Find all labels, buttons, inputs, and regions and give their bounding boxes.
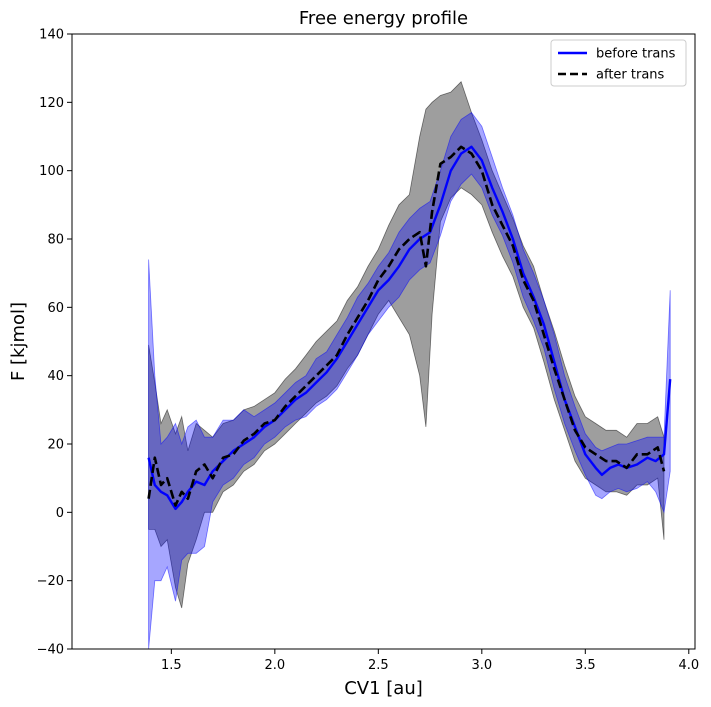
x-axis: 1.5 2.0 2.5 3.0 3.5 4.0 — [161, 649, 699, 673]
y-tick-label: −40 — [37, 643, 64, 658]
y-tick-label: 140 — [39, 28, 64, 43]
chart-title: Free energy profile — [299, 8, 468, 29]
y-tick-label: −20 — [37, 574, 64, 589]
confidence-bands — [148, 81, 671, 649]
y-tick-label: 40 — [47, 369, 64, 384]
y-tick-label: 120 — [39, 96, 64, 111]
line-before-trans — [147, 145, 672, 511]
line-after-trans — [147, 145, 666, 507]
plot-frame — [71, 33, 696, 650]
band-after-trans — [148, 81, 665, 609]
band-before-trans — [148, 112, 671, 649]
x-tick-label: 3.0 — [471, 658, 492, 673]
y-tick-label: 0 — [56, 506, 64, 521]
y-axis: −40 −20 0 20 40 60 80 100 120 140 — [37, 28, 72, 658]
y-axis-title: F [kjmol] — [8, 302, 29, 381]
legend: before trans after trans — [550, 39, 687, 87]
y-tick-label: 60 — [47, 301, 64, 316]
y-tick-label: 20 — [47, 438, 64, 453]
x-tick-label: 3.5 — [575, 658, 596, 673]
x-tick-label: 2.5 — [368, 658, 389, 673]
y-tick-label: 100 — [39, 164, 64, 179]
legend-label-after-trans: after trans — [596, 68, 665, 83]
x-tick-label: 2.0 — [264, 658, 285, 673]
series-lines — [147, 145, 672, 511]
x-axis-title: CV1 [au] — [344, 678, 423, 699]
x-tick-label: 4.0 — [678, 658, 699, 673]
y-tick-label: 80 — [47, 233, 64, 248]
legend-label-before-trans: before trans — [596, 47, 676, 62]
x-tick-label: 1.5 — [161, 658, 182, 673]
